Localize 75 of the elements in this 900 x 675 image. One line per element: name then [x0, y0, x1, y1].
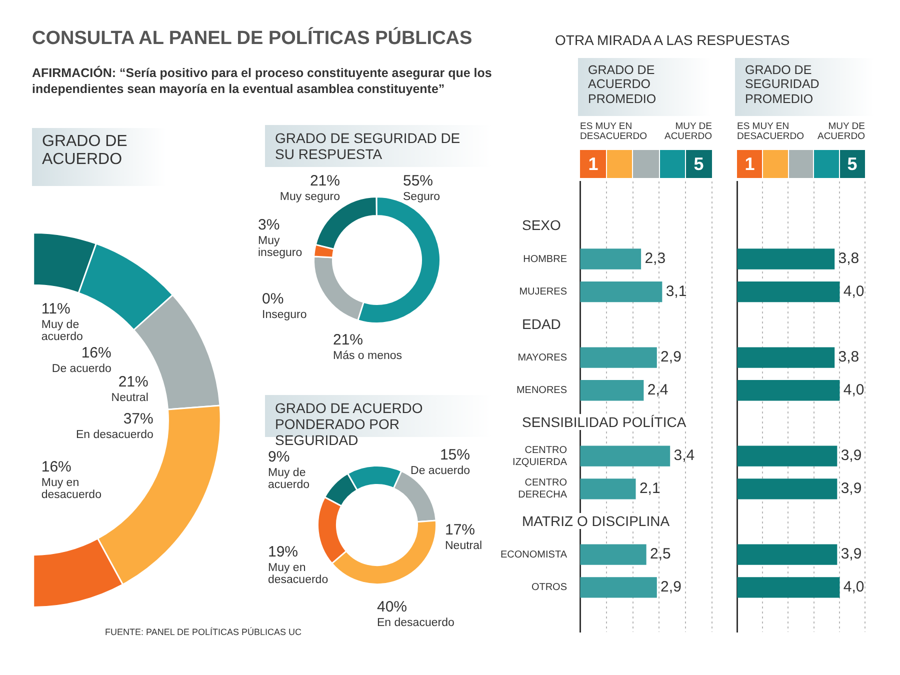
annotation: SENSIBILIDAD POLÍTICA [518, 414, 690, 430]
data-label: 16% [81, 344, 112, 362]
text: ES MUY EN DESACUERDO [580, 121, 648, 143]
chart-title: GRADO DE ACUERDO PONDERADO POR SEGURIDAD [274, 399, 424, 448]
x-tick-label: 1 [588, 154, 598, 174]
y-tick-label: OTROS [531, 582, 568, 594]
data-label: 3% [258, 216, 280, 234]
y-tick-label: MAYORES [518, 352, 568, 364]
slice-label: Neutral [445, 540, 482, 552]
data-label: 3,9 [840, 546, 862, 563]
slice-label: En desacuerdo [377, 616, 454, 629]
slice-label: De acuerdo [52, 362, 112, 375]
slice-label: Muy en desacuerdo [41, 476, 102, 501]
data-label: 3,1 [666, 282, 687, 300]
data-label: 11% [41, 300, 70, 318]
x-tick-label: 1 [744, 154, 755, 174]
slice-label: Muy seguro [280, 190, 340, 203]
data-label: 55% [403, 172, 434, 190]
y-tick-label: MUJERES [519, 286, 568, 298]
text: 0% [262, 290, 284, 308]
data-label: 3,9 [840, 447, 862, 464]
data-label: 2,9 [660, 348, 682, 366]
slice-label: Muy en desacuerdo [268, 562, 328, 586]
slice-label: Muy inseguro [258, 234, 302, 259]
y-tick-label: CENTRO IZQUIERDA [512, 444, 568, 468]
text: CONSULTA AL PANEL DE POLÍTICAS PÚBLICAS [32, 28, 472, 50]
data-label: 19% [268, 544, 298, 561]
source-note: FUENTE: PANEL DE POLÍTICAS PÚBLICAS UC [105, 627, 302, 637]
chart-title: GRADO DE SEGURIDAD PROMEDIO [735, 58, 875, 116]
slice-label: Neutral [111, 392, 148, 404]
data-label: 3,8 [838, 348, 860, 366]
data-label: 21% [310, 172, 340, 190]
slice-label: Muy de acuerdo [41, 318, 83, 343]
x-tick-label: 5 [694, 154, 704, 174]
text: EDAD [518, 316, 565, 332]
slice-label: De acuerdo [410, 464, 470, 477]
data-label: 2,3 [644, 250, 666, 268]
data-label: 4,0 [843, 578, 864, 596]
data-label: 4,0 [843, 282, 864, 300]
text: MUY DE ACUERDO [664, 121, 712, 142]
slice-label: Muy de acuerdo [268, 466, 310, 491]
text: MUY DE ACUERDO [817, 121, 865, 142]
text: AFIRMACIÓN: “Sería positivo para el proceso constituyente asegurar que los independientes sean mayoría en la eventual asamblea constituyente” [32, 66, 493, 98]
text: SEXO [518, 217, 565, 234]
data-label: 2,9 [660, 578, 682, 596]
data-label: 17% [445, 522, 476, 539]
data-label: 2,5 [650, 546, 671, 563]
data-label: 16% [41, 458, 72, 476]
text: ES MUY EN DESACUERDO [737, 121, 806, 143]
y-tick-label: HOMBRE [523, 254, 568, 265]
data-label: 21% [118, 374, 148, 391]
y-tick-label: CENTRO DERECHA [518, 478, 568, 501]
slice-label: Más o menos [333, 350, 402, 362]
data-label: 3,8 [838, 250, 860, 268]
data-label: 3,4 [674, 447, 695, 464]
data-label: 2,4 [647, 382, 668, 399]
category-label: Inseguro [262, 308, 307, 321]
slice-label: En desacuerdo [76, 428, 154, 441]
y-tick-label: ECONOMISTA [500, 549, 568, 560]
data-label: 4,0 [843, 382, 864, 399]
data-label: 37% [123, 410, 154, 428]
slice-label: Seguro [403, 190, 440, 203]
x-tick-label: 5 [847, 154, 858, 174]
data-label: 2,1 [639, 480, 660, 498]
chart-subtitle: OTRA MIRADA A LAS RESPUESTAS [555, 32, 790, 48]
data-label: 40% [377, 598, 408, 616]
data-label: 15% [440, 446, 470, 464]
y-tick-label: MENORES [516, 385, 568, 396]
data-label: 21% [333, 332, 364, 349]
annotation: MATRIZ O DISCIPLINA [518, 512, 674, 529]
chart-title: GRADO DE SEGURIDAD DE SU RESPUESTA [265, 125, 493, 167]
chart-title: GRADO DE ACUERDO PROMEDIO [578, 58, 712, 116]
chart-title: GRADO DE ACUERDO [32, 128, 167, 186]
data-label: 3,9 [840, 480, 862, 498]
data-label: 9% [268, 448, 290, 466]
